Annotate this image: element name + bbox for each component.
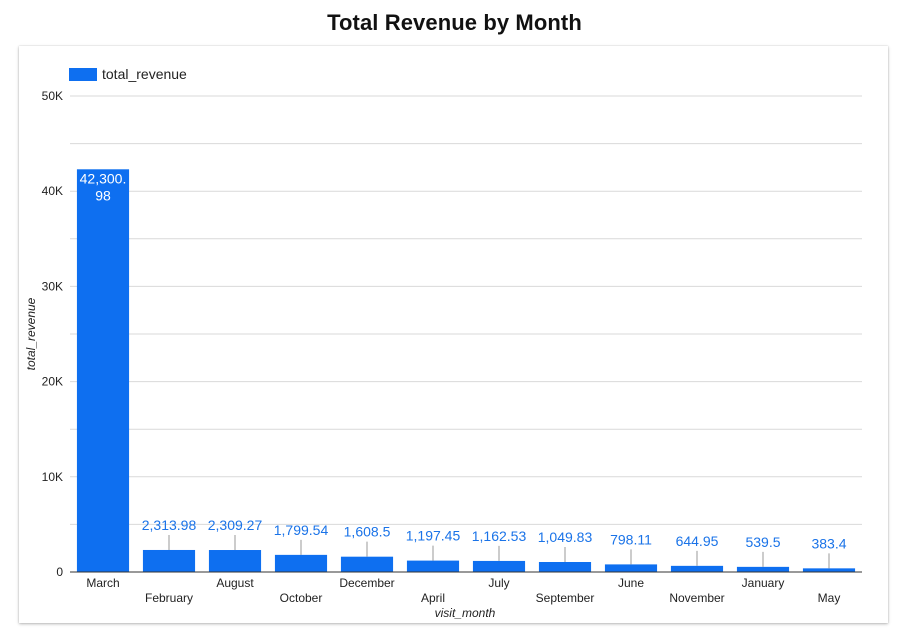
- x-tick-label: August: [216, 576, 254, 590]
- labels: March 42,300.98 February 2,313.98 August 2,30…: [80, 170, 847, 605]
- y-tick-label: 40K: [42, 184, 63, 198]
- legend-label[interactable]: total_revenue: [102, 66, 187, 82]
- y-tick-label: 10K: [42, 470, 63, 484]
- bar[interactable]: [76, 169, 130, 572]
- bar[interactable]: [670, 565, 724, 572]
- bar[interactable]: [142, 549, 196, 572]
- y-tick-label: 0: [56, 565, 63, 579]
- bar[interactable]: [274, 554, 328, 572]
- bar[interactable]: [736, 566, 790, 572]
- bar[interactable]: [472, 560, 526, 572]
- y-tick-label: 50K: [42, 89, 63, 103]
- x-tick-label: June: [618, 576, 644, 590]
- page-title: Total Revenue by Month: [327, 10, 582, 35]
- data-label: 1,162.53: [472, 528, 527, 544]
- bar[interactable]: [406, 560, 460, 572]
- data-label: 1,049.83: [538, 529, 593, 545]
- x-tick-label: November: [669, 591, 724, 605]
- bar[interactable]: [604, 564, 658, 572]
- x-tick-label: October: [280, 591, 323, 605]
- data-label: 798.11: [610, 531, 652, 547]
- gridlines: [70, 95, 862, 525]
- data-label: 2,309.27: [208, 517, 263, 533]
- x-tick-label: March: [86, 576, 119, 590]
- data-label: 98: [95, 187, 111, 203]
- data-label: 2,313.98: [142, 517, 197, 533]
- bars: [76, 169, 856, 572]
- x-axis-title: visit_month: [435, 606, 496, 620]
- legend-swatch[interactable]: [69, 68, 97, 81]
- y-axis-title: total_revenue: [24, 297, 38, 370]
- data-label: 1,197.45: [406, 528, 461, 544]
- bar[interactable]: [340, 556, 394, 572]
- x-tick-label: July: [488, 576, 509, 590]
- x-tick-label: December: [339, 576, 394, 590]
- data-label: 539.5: [745, 534, 780, 550]
- data-label: 383.4: [811, 535, 846, 551]
- data-label: 42,300.: [80, 170, 127, 186]
- legend[interactable]: total_revenue: [69, 66, 187, 82]
- bar[interactable]: [208, 550, 262, 572]
- bar[interactable]: [538, 562, 592, 572]
- y-tick-label: 30K: [42, 279, 63, 293]
- y-tick-label: 20K: [42, 375, 63, 389]
- x-tick-label: January: [742, 576, 785, 590]
- x-tick-label: May: [818, 591, 841, 605]
- x-tick-label: September: [536, 591, 595, 605]
- x-tick-label: April: [421, 591, 445, 605]
- data-label: 1,799.54: [274, 522, 329, 538]
- x-tick-label: February: [145, 591, 193, 605]
- data-label: 644.95: [676, 533, 719, 549]
- data-label: 1,608.5: [344, 524, 391, 540]
- axes: 0 10K 20K 30K 40K 50K visit_month total_revenue: [24, 89, 862, 620]
- bar[interactable]: [802, 568, 856, 572]
